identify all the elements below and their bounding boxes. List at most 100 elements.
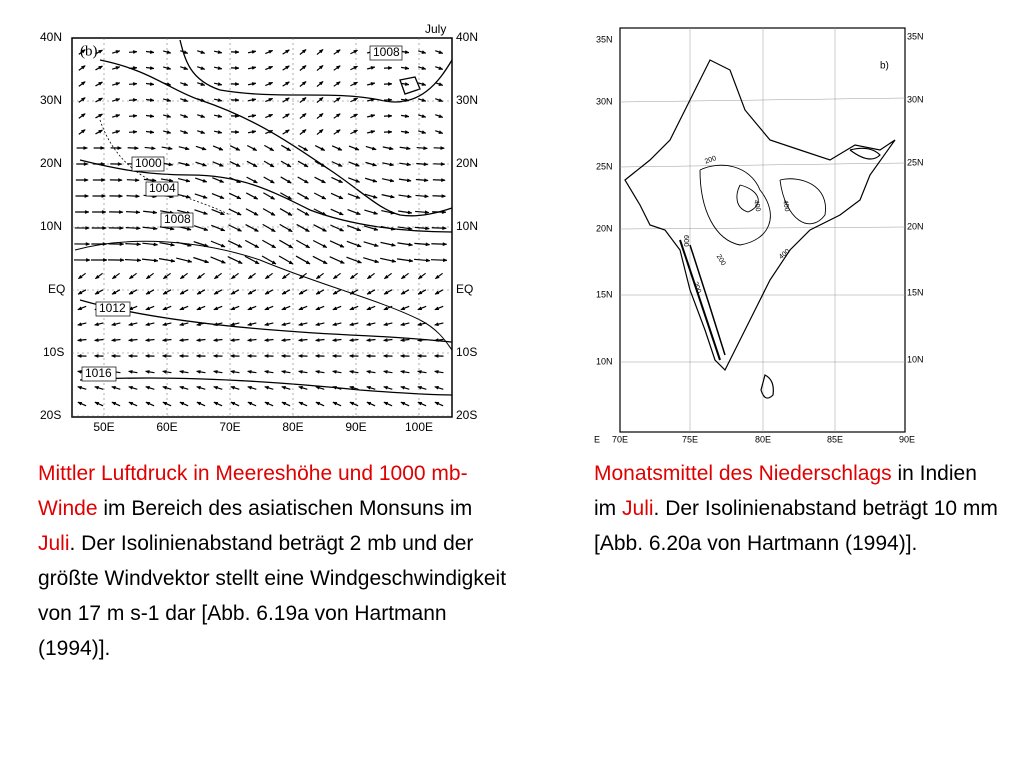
wind-arrow-head	[388, 82, 393, 86]
wind-arrow-head	[217, 66, 223, 70]
wind-arrow-head	[246, 369, 252, 374]
wind-arrow-head	[301, 113, 307, 118]
wind-arrow-head	[390, 194, 395, 199]
wind-arrow-head	[335, 113, 341, 118]
wind-arrow-head	[298, 322, 303, 327]
wind-arrow-head	[132, 50, 138, 54]
wind-arrow-head	[135, 194, 141, 199]
wind-arrow-head	[77, 385, 83, 390]
wind-arrow-head	[80, 97, 86, 102]
wind-arrow-head	[229, 338, 235, 342]
contour-label: 200	[715, 253, 727, 267]
wind-arrow-head	[434, 306, 440, 311]
wind-arrow-head	[315, 274, 321, 280]
wind-arrow-head	[162, 274, 168, 280]
wind-arrow-head	[318, 65, 324, 70]
wind-arrow-head	[373, 227, 379, 231]
wind-arrow-head	[212, 369, 218, 374]
contour-label: 1008	[164, 212, 191, 226]
wind-arrow-head	[264, 401, 270, 406]
wind-arrow-head	[332, 401, 338, 406]
wind-arrow-head	[421, 130, 427, 134]
contour-label: 1004	[149, 181, 176, 195]
wind-arrow-head	[366, 290, 372, 295]
wind-arrow-head	[339, 227, 345, 232]
wind-arrow-head	[400, 274, 406, 280]
wind-arrow-head	[115, 130, 121, 134]
lon-label: 100E	[405, 420, 433, 434]
wind-arrow-head	[119, 226, 124, 230]
lat-label: 35N	[596, 34, 613, 44]
wind-arrow-head	[217, 114, 223, 118]
wind-arrow-head	[132, 82, 138, 86]
wind-arrow-head	[383, 385, 389, 390]
lat-label: 30N	[456, 93, 478, 107]
wind-arrow-head	[281, 306, 287, 311]
lat-label: 20N	[596, 223, 613, 233]
wind-arrow-head	[77, 290, 83, 295]
wind-arrow-head	[318, 81, 324, 86]
wind-arrow-head	[301, 129, 307, 134]
wind-arrow-head	[335, 81, 341, 86]
wind-arrow-head	[400, 385, 406, 390]
wind-arrow-head	[183, 114, 189, 118]
wind-arrow-head	[187, 259, 193, 263]
wind-arrow-head	[102, 242, 108, 246]
wind-arrow-head	[365, 369, 371, 374]
wind-arrow-head	[406, 162, 412, 167]
wind-arrow-head	[127, 338, 133, 342]
wind-arrow-head	[438, 98, 444, 102]
wind-arrow-head	[372, 194, 378, 199]
wind-arrow-head	[254, 227, 259, 232]
wind-arrow-head	[404, 50, 410, 54]
wind-arrow-head	[179, 401, 185, 406]
wind-arrow-head	[417, 322, 422, 327]
wind-arrow-head	[219, 195, 225, 199]
wind-arrow-head	[127, 369, 133, 374]
wind-arrow-head	[407, 194, 413, 199]
wind-arrow-head	[135, 178, 140, 183]
wind-arrow-head	[77, 401, 83, 406]
wind-arrow-head	[425, 258, 431, 263]
caption-highlight: Monatsmittel des Niederschlags	[594, 462, 892, 485]
wind-arrow-head	[117, 162, 123, 166]
wind-arrow-head	[281, 401, 287, 406]
wind-arrow-head	[83, 146, 89, 150]
wind-arrow-head	[84, 210, 90, 214]
wind-arrow-head	[332, 274, 338, 280]
wind-arrow-head	[406, 146, 411, 151]
wind-arrow-head	[80, 81, 86, 86]
wind-arrow-head	[185, 162, 191, 167]
lon-label: 75E	[682, 434, 698, 444]
wind-arrow-head	[388, 146, 394, 151]
wind-arrow-head	[94, 385, 100, 390]
wind-arrow-head	[425, 242, 431, 247]
wind-arrow-head	[98, 113, 104, 118]
wind-arrow-head	[408, 242, 414, 247]
wind-arrow-head	[170, 258, 176, 263]
wind-arrow-head	[348, 354, 354, 358]
wind-arrow-head	[237, 260, 243, 264]
wind-arrow-head	[235, 98, 240, 102]
wind-arrow-head	[252, 163, 258, 168]
caption-highlight: Juli	[622, 497, 654, 520]
wind-arrow-head	[264, 290, 270, 295]
month-label: July	[425, 22, 446, 36]
wind-arrow-head	[322, 227, 328, 232]
wind-arrow-head	[100, 146, 106, 150]
wind-arrow-head	[247, 274, 253, 280]
wind-arrow-head	[305, 260, 311, 265]
wind-arrow-head	[196, 306, 202, 311]
wind-arrow-head	[251, 130, 257, 134]
wind-arrow-head	[388, 130, 393, 134]
wind-arrow-head	[132, 98, 138, 102]
wind-arrow-head	[423, 146, 428, 151]
wind-arrow-head	[128, 322, 133, 327]
wind-arrow-head	[315, 322, 320, 327]
wind-arrow-head	[185, 178, 191, 183]
wind-arrow-head	[145, 401, 151, 406]
wind-arrow-head	[230, 385, 236, 390]
wind-arrow-head	[355, 178, 361, 183]
wind-arrow-head	[331, 354, 337, 358]
wind-arrow-head	[161, 338, 167, 342]
